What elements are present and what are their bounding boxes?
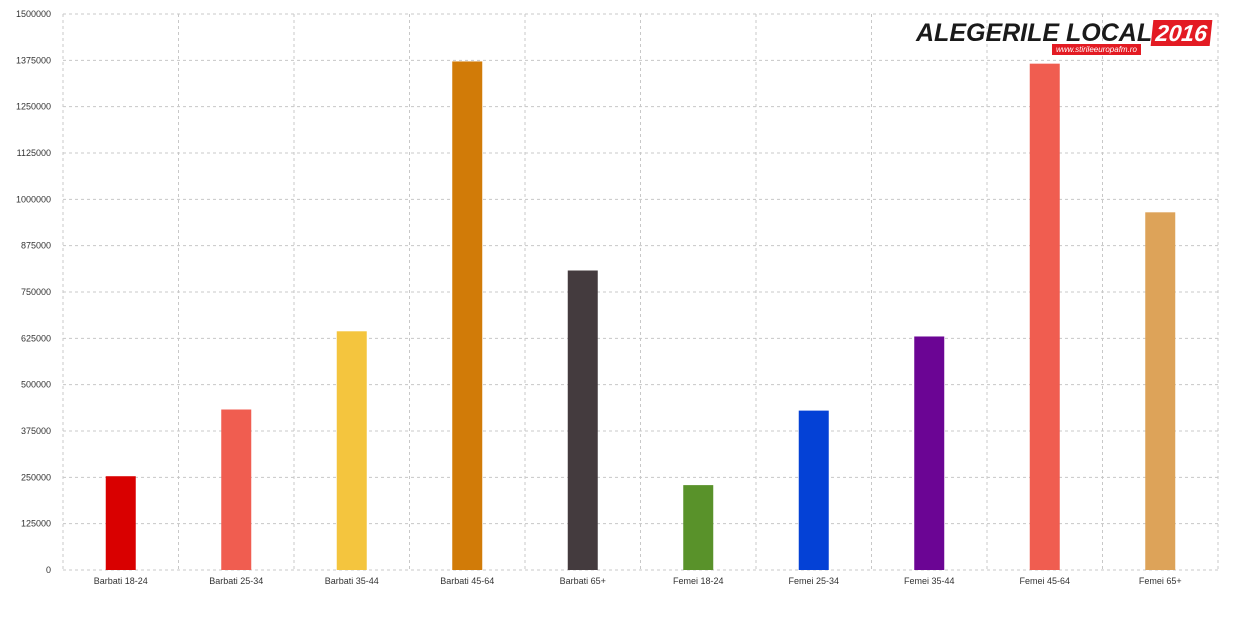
x-tick-label: Barbati 35-44 — [325, 576, 379, 586]
bars — [105, 61, 1176, 570]
bar — [1145, 212, 1176, 570]
y-tick-label: 1500000 — [16, 9, 51, 19]
y-tick-label: 500000 — [21, 380, 51, 390]
y-tick-label: 125000 — [21, 519, 51, 529]
y-tick-label: 1375000 — [16, 55, 51, 65]
bar — [336, 331, 367, 570]
bar — [567, 270, 598, 570]
x-tick-label: Femei 45-64 — [1019, 576, 1070, 586]
x-tick-label: Barbati 25-34 — [209, 576, 263, 586]
grid — [62, 13, 1219, 571]
y-tick-label: 875000 — [21, 241, 51, 251]
x-tick-label: Barbati 18-24 — [94, 576, 148, 586]
election-logo: ALEGERILE LOCALE 2016 www.stirileeuropaf… — [916, 18, 1216, 58]
logo-url: www.stirileeuropafm.ro — [1052, 44, 1141, 55]
logo-year: 2016 — [1150, 20, 1213, 46]
bar — [221, 409, 252, 570]
logo-title: ALEGERILE LOCALE — [916, 19, 1169, 47]
y-tick-label: 1000000 — [16, 194, 51, 204]
y-tick-label: 1125000 — [17, 148, 51, 158]
x-tick-label: Femei 18-24 — [673, 576, 724, 586]
y-axis-ticks: 0 125000 250000 375000 500000 625000 750000 875… — [16, 9, 51, 575]
x-tick-label: Femei 65+ — [1139, 576, 1182, 586]
bar — [452, 61, 483, 570]
x-tick-label: Femei 35-44 — [904, 576, 955, 586]
bar — [1029, 63, 1060, 570]
y-tick-label: 375000 — [21, 426, 51, 436]
bar — [683, 485, 714, 570]
x-axis-ticks: Barbati 18-24 Barbati 25-34 Barbati 35-44 B… — [94, 576, 1182, 586]
y-tick-label: 250000 — [21, 472, 51, 482]
x-tick-label: Femei 25-34 — [788, 576, 839, 586]
x-tick-label: Barbati 45-64 — [440, 576, 494, 586]
bar — [798, 410, 829, 570]
x-tick-label: Barbati 65+ — [560, 576, 606, 586]
y-tick-label: 625000 — [21, 333, 51, 343]
bar — [914, 336, 945, 570]
y-tick-label: 1250000 — [16, 102, 51, 112]
y-tick-label: 0 — [46, 565, 51, 575]
bar — [105, 476, 136, 570]
y-tick-label: 750000 — [21, 287, 51, 297]
